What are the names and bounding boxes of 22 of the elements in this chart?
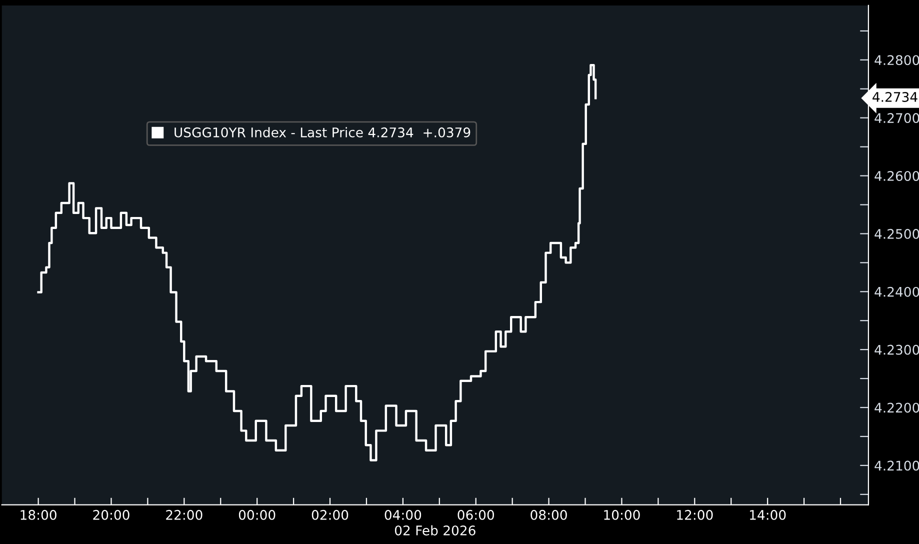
x-axis-title: 02 Feb 2026 <box>394 525 476 536</box>
x-tick-label: 18:00 <box>20 510 56 520</box>
x-tick-label: 06:00 <box>458 510 494 520</box>
y-tick-label: 4.2600 <box>874 170 919 181</box>
x-tick-label: 20:00 <box>93 510 130 520</box>
y-tick-label: 4.2300 <box>874 344 919 355</box>
text: 4.2734 <box>872 92 918 102</box>
y-tick-label: 4.2200 <box>874 402 919 413</box>
x-tick-label: 04:00 <box>384 510 422 520</box>
y-tick-label: 4.2400 <box>874 286 919 297</box>
x-tick-label: 14:00 <box>750 510 786 520</box>
x-tick-label: 10:00 <box>604 510 640 520</box>
x-tick-label: 08:00 <box>530 510 567 520</box>
y-tick-label: 4.2800 <box>874 55 919 66</box>
x-tick-label: 00:00 <box>238 510 276 520</box>
x-tick-label: 12:00 <box>677 510 713 520</box>
y-tick-label: 4.2500 <box>874 228 919 239</box>
y-tick-label: 4.2700 <box>874 113 919 124</box>
y-tick-label: 4.2100 <box>874 460 919 471</box>
legend-label: USGG10YR Index - Last Price 4.2734 +.0379 <box>174 127 470 138</box>
x-tick-label: 22:00 <box>166 510 202 520</box>
x-tick-label: 02:00 <box>312 510 348 520</box>
